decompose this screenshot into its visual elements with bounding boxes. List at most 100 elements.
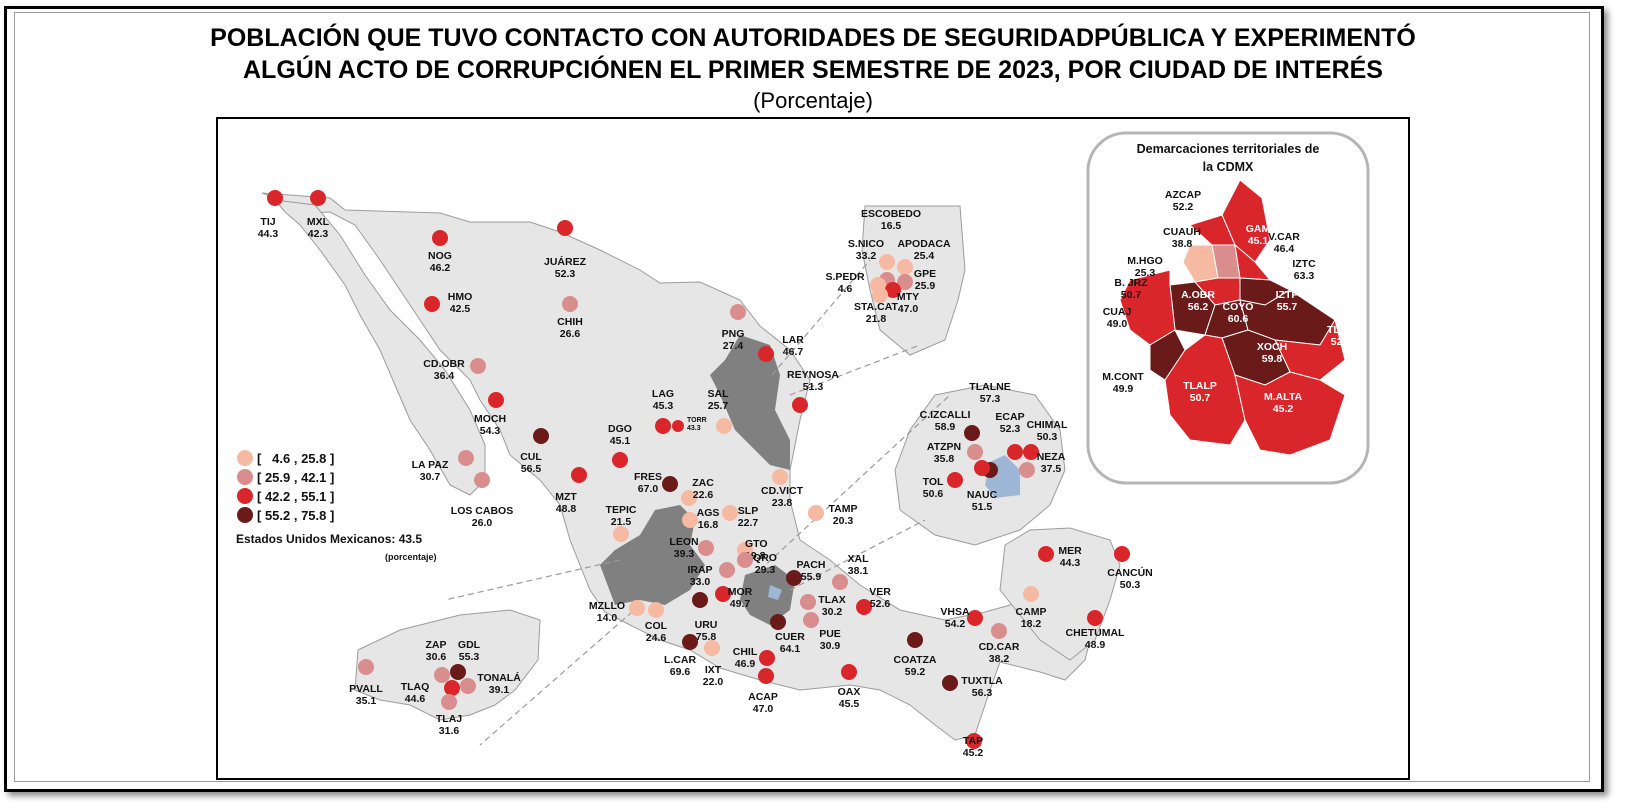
city-value-coatza: 59.2 xyxy=(905,666,926,678)
city-marker-coatza xyxy=(907,632,923,648)
city-label-zac: ZAC xyxy=(692,477,714,489)
city-value-zap: 30.6 xyxy=(426,651,447,663)
city-label-tlaq: TLAQ xyxy=(401,681,430,693)
city-value-pach: 55.9 xyxy=(801,571,822,583)
cdmx-district-value-coyo: 60.6 xyxy=(1228,313,1249,325)
cdmx-highlight xyxy=(768,585,782,600)
city-label-tlalne: TLALNE xyxy=(969,381,1010,393)
cdmx-district-label-tlalp: TLALP xyxy=(1183,380,1217,392)
title-line-2: ALGÚN ACTO DE CORRUPCIÓNEN EL PRIMER SEM… xyxy=(243,56,1383,84)
monterrey-inset-land xyxy=(861,205,966,356)
city-marker-cd-car xyxy=(991,623,1007,639)
city-marker-tol xyxy=(947,472,963,488)
city-value-torr: 43.3 xyxy=(687,425,701,432)
city-value-tepic: 21.5 xyxy=(611,516,632,528)
city-marker-zac xyxy=(681,490,697,506)
leader-line-monterrey xyxy=(771,259,871,376)
city-label-gpe: GPE xyxy=(914,268,936,280)
city-label-sta-cat: STA.CAT xyxy=(854,301,899,313)
cdmx-district-label-cuauh: CUAUH xyxy=(1163,226,1201,238)
city-value-cul: 56.5 xyxy=(521,463,542,475)
city-marker-tlaq xyxy=(444,680,460,696)
city-label-lar: LAR xyxy=(782,334,804,346)
city-value-lar: 46.7 xyxy=(783,346,804,358)
city-label-l-car: L.CAR xyxy=(664,654,696,666)
city-label-chil: CHIL xyxy=(733,646,758,658)
city-label-oax: OAX xyxy=(838,686,861,698)
city-marker-lar xyxy=(758,346,774,362)
city-label-gdl: GDL xyxy=(458,639,481,651)
city-value-cd-obr: 36.4 xyxy=(434,370,455,382)
city-label-chimal: CHIMAL xyxy=(1027,419,1068,431)
city-value-s-pedr: 4.6 xyxy=(838,283,853,295)
city-value-tlalne: 57.3 xyxy=(980,393,1001,405)
city-marker-vhsa xyxy=(967,610,983,626)
city-label-fres: FRES xyxy=(634,471,662,483)
city-marker-tonala xyxy=(460,678,476,694)
city-value-nog: 46.2 xyxy=(430,262,451,274)
cdmx-district-malta xyxy=(1234,371,1346,456)
cdmx-inset-title-2: la CDMX xyxy=(1203,160,1254,174)
cdmx-district-label-cuaj: CUAJ xyxy=(1103,306,1132,318)
city-marker-cd-vict xyxy=(772,469,788,485)
legend-swatch-2 xyxy=(237,469,253,485)
city-label-cuer: CUER xyxy=(775,631,805,643)
city-value-col: 24.6 xyxy=(646,632,667,644)
city-label-torr: TORR xyxy=(687,417,707,424)
city-marker-ags xyxy=(682,512,698,528)
city-marker-mxl xyxy=(310,190,326,206)
city-marker-reynosa xyxy=(792,397,808,413)
city-label-moch: MOCH xyxy=(474,413,506,425)
leader-line-gdl-2 xyxy=(479,604,641,746)
cdmx-district-value-tlhc: 52.4 xyxy=(1331,336,1352,348)
city-marker-escobedo xyxy=(879,254,895,270)
city-marker-mzllo xyxy=(629,600,645,616)
city-label-cancun: CANCÚN xyxy=(1107,566,1153,579)
national-average-label: Estados Unidos Mexicanos: 43.5 xyxy=(236,532,422,546)
city-label-ecap: ECAP xyxy=(995,411,1024,423)
city-marker-tlaj xyxy=(441,694,457,710)
city-marker-neza xyxy=(1019,462,1035,478)
city-marker-los-cabos xyxy=(474,472,490,488)
guadalajara-inset-land xyxy=(354,609,541,721)
city-value-cuer: 64.1 xyxy=(780,643,801,655)
city-label-png: PNG xyxy=(722,328,745,340)
city-marker-mty xyxy=(885,282,901,298)
cdmx-district-value-azcap: 52.2 xyxy=(1173,201,1194,213)
city-label-ixt: IXT xyxy=(705,664,722,676)
city-value-mer: 44.3 xyxy=(1060,557,1081,569)
city-label-pach: PACH xyxy=(797,559,826,571)
city-label-cd-obr: CD.OBR xyxy=(423,358,465,370)
cdmx-district-value-m-hgo: 25.3 xyxy=(1135,267,1156,279)
city-label-mor: MOR xyxy=(728,586,753,598)
legend-swatch-3 xyxy=(237,488,253,504)
cdmx-district-label-azcap: AZCAP xyxy=(1165,189,1201,201)
city-marker-ecap xyxy=(1007,444,1023,460)
city-value-cd-car: 38.2 xyxy=(989,653,1010,665)
city-value-chih: 26.6 xyxy=(560,328,581,340)
city-value-hmo: 42.5 xyxy=(450,303,471,315)
city-value-apodaca: 25.4 xyxy=(914,250,935,262)
city-label-apodaca: APODACA xyxy=(897,238,951,250)
city-value-tap: 45.2 xyxy=(963,747,984,759)
city-value-nauc: 51.5 xyxy=(972,501,993,513)
city-marker-ver xyxy=(856,599,872,615)
cdmx-district-label-coyo: COYO xyxy=(1223,301,1254,313)
city-value-c-izcalli: 58.9 xyxy=(935,421,956,433)
city-marker-chih xyxy=(562,296,578,312)
city-value-tij: 44.3 xyxy=(258,228,279,240)
city-marker-la-paz xyxy=(458,450,474,466)
cdmx-district-value-gam: 45.1 xyxy=(1248,235,1269,247)
city-value-s-nico: 33.2 xyxy=(856,250,877,262)
city-label-hmo: HMO xyxy=(448,291,473,303)
city-marker-sta-cat xyxy=(872,287,888,303)
city-marker-cd-obr xyxy=(470,358,486,374)
city-value-juarez: 52.3 xyxy=(555,268,576,280)
city-value-tlax: 30.2 xyxy=(822,606,843,618)
city-label-tlax: TLAX xyxy=(818,594,845,606)
city-marker-chetumal xyxy=(1087,610,1103,626)
city-label-tepic: TEPIC xyxy=(606,504,637,516)
city-label-tij: TIJ xyxy=(260,216,275,228)
nuevo-leon-highlight xyxy=(710,335,790,470)
city-label-mty: MTY xyxy=(897,291,919,303)
